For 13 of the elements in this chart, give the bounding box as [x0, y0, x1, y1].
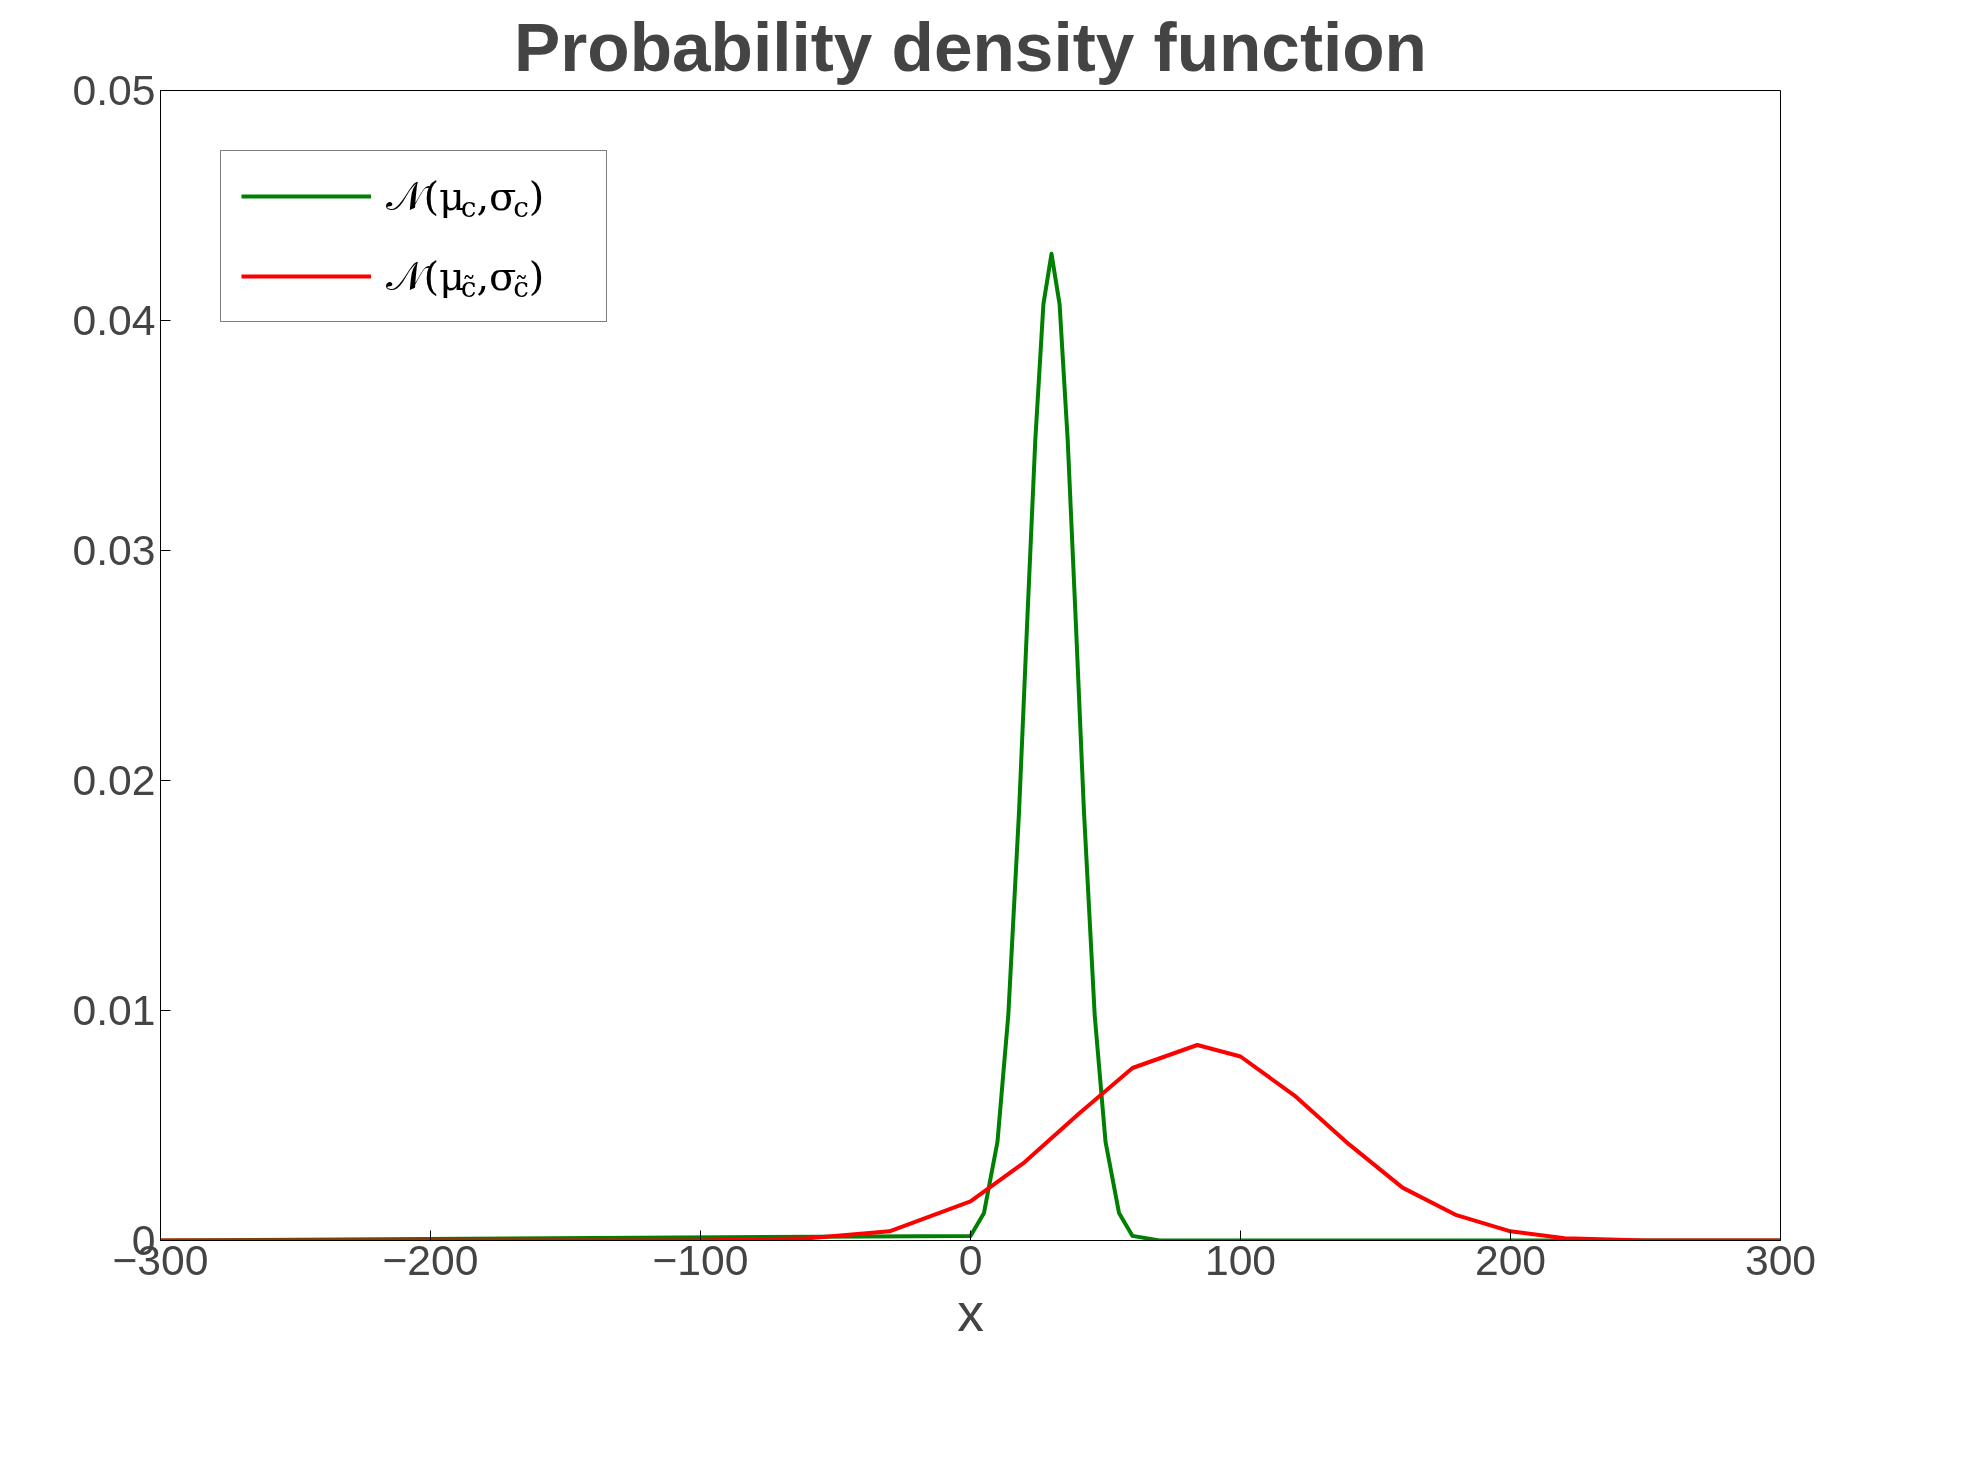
- y-tick-label: 0.04: [72, 296, 156, 344]
- x-tick-label: −200: [382, 1235, 479, 1284]
- x-tick-label: 300: [1744, 1235, 1817, 1284]
- x-axis-title: x: [957, 1282, 985, 1342]
- x-tick-label: −100: [652, 1235, 749, 1284]
- x-tick-label: 100: [1204, 1235, 1277, 1284]
- y-tick-label: 0.02: [72, 756, 156, 804]
- y-tick-label: 0.01: [72, 986, 156, 1034]
- y-tick-label: 0.05: [72, 66, 156, 114]
- y-tick-label: 0.03: [72, 526, 156, 574]
- chart-title: Probability density function: [514, 7, 1427, 86]
- x-tick-label: 200: [1474, 1235, 1547, 1284]
- x-tick-label: 0: [958, 1235, 983, 1284]
